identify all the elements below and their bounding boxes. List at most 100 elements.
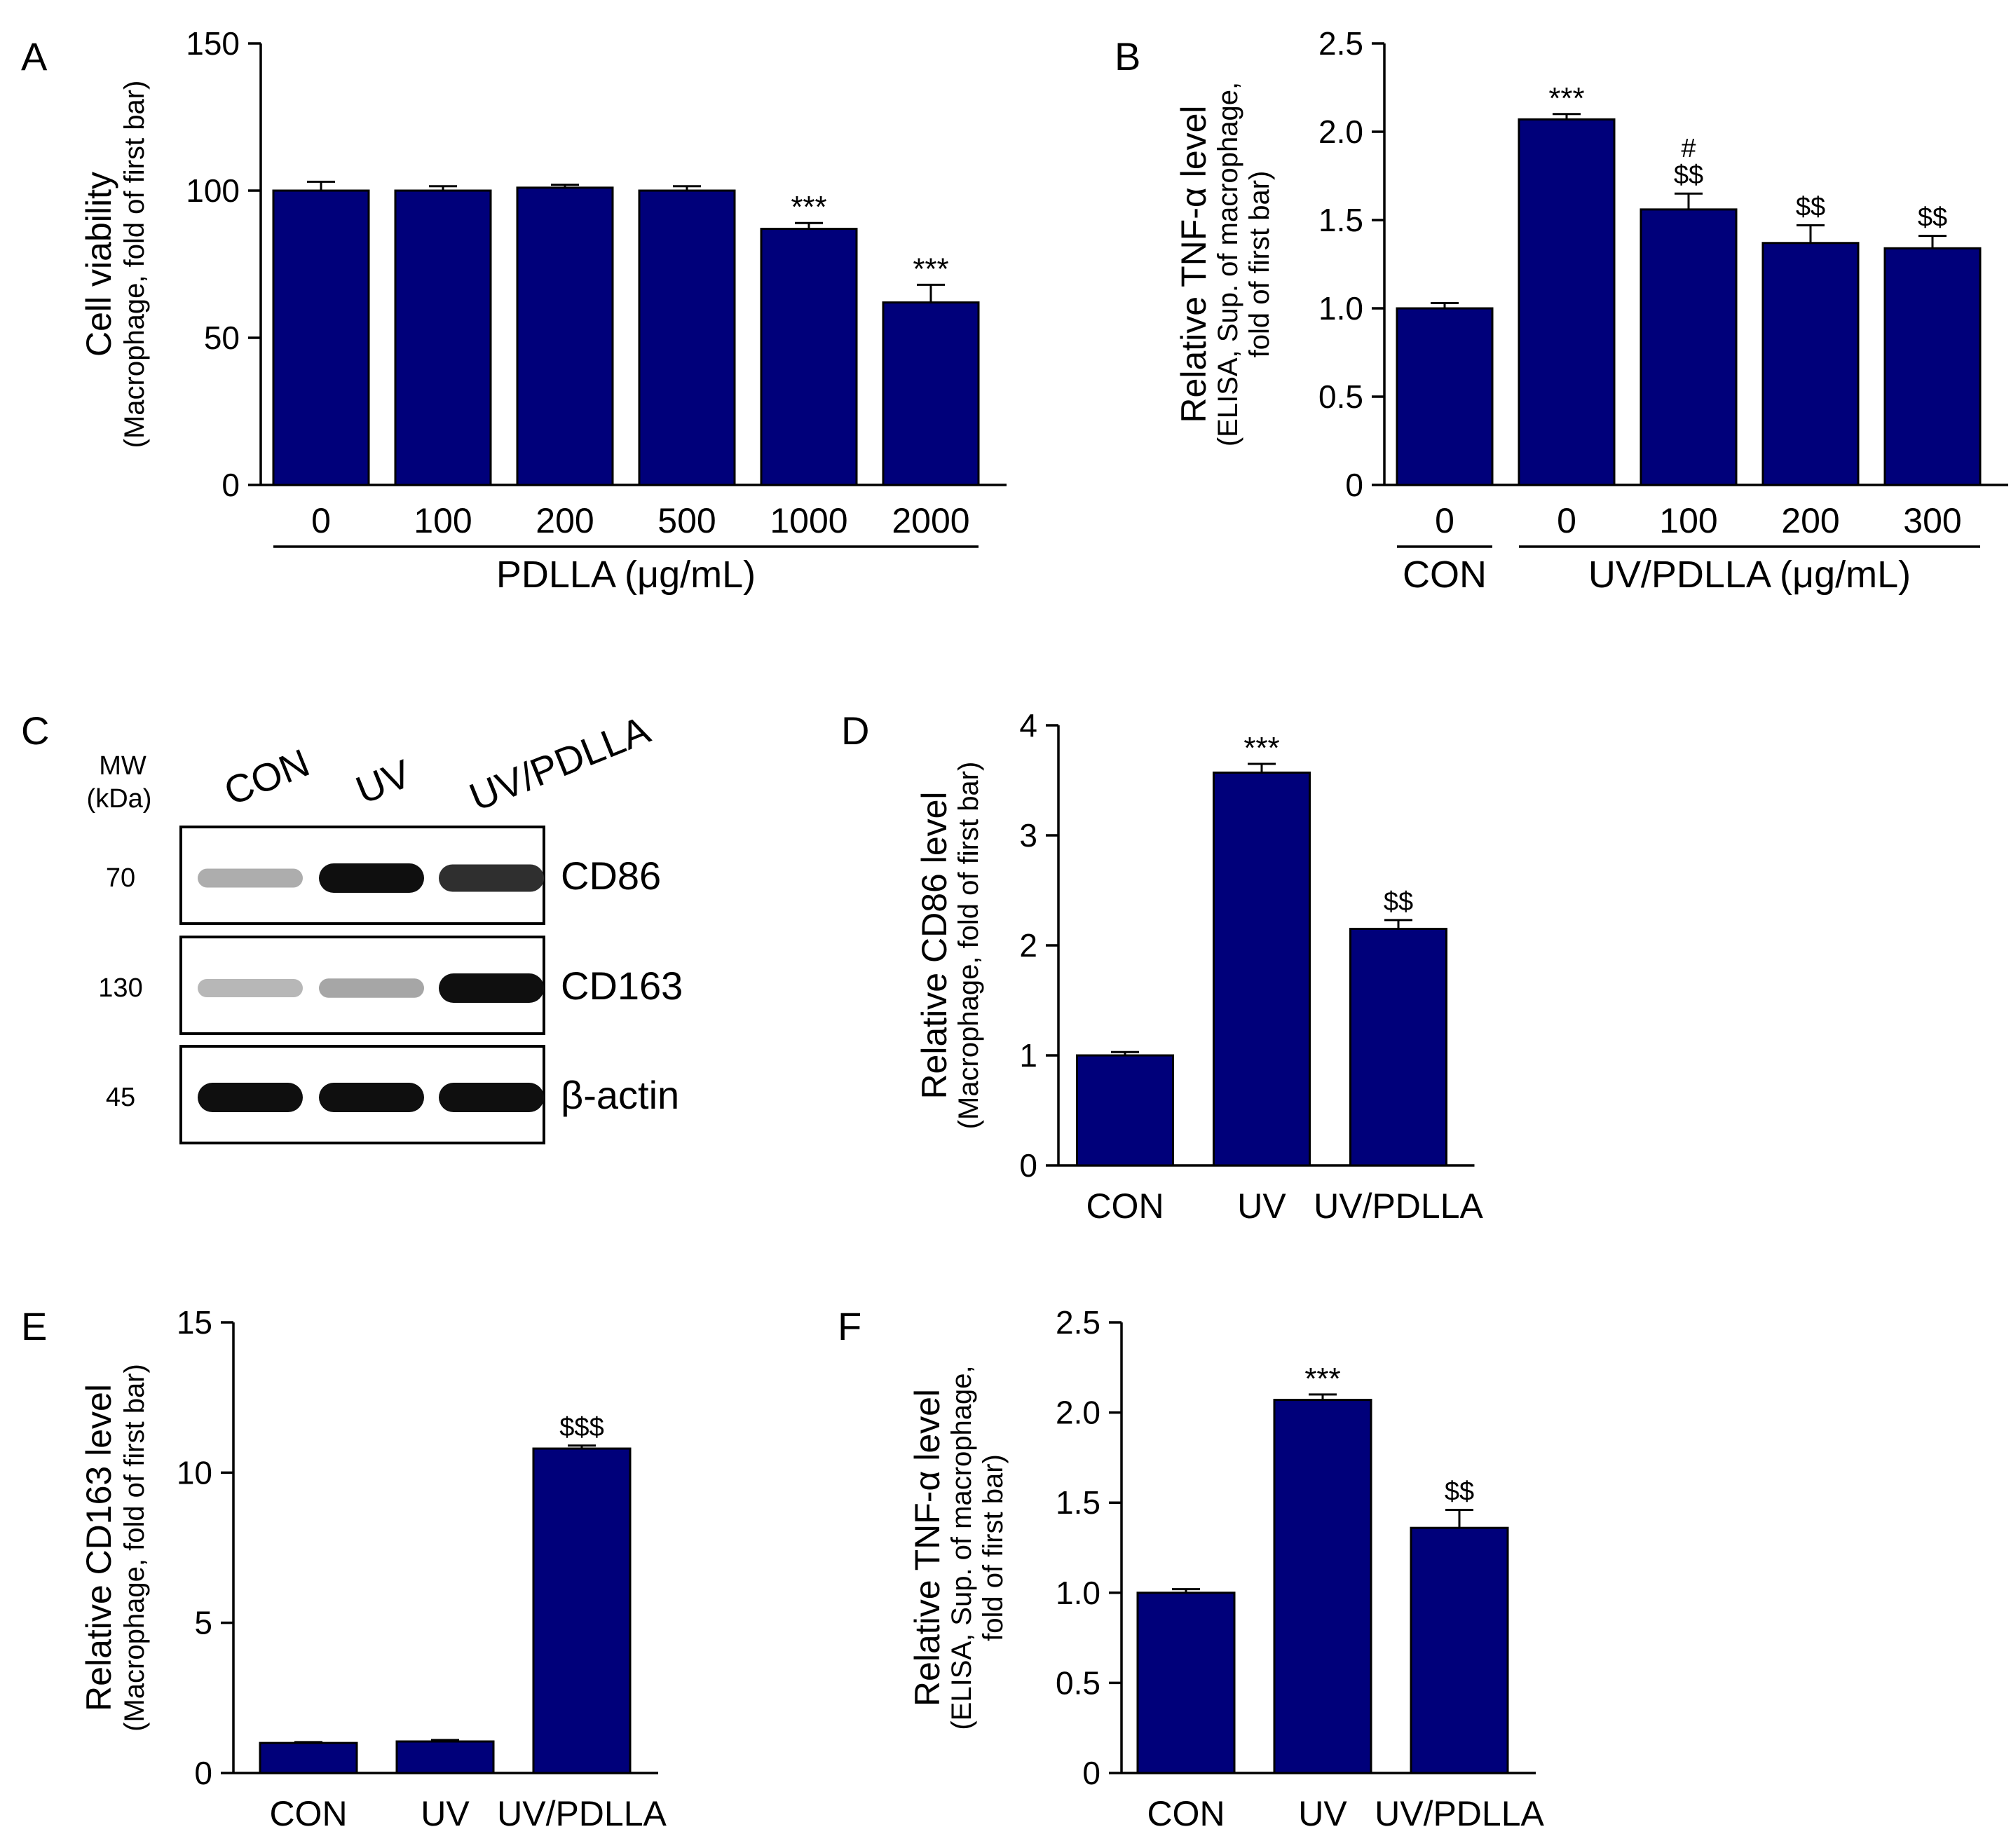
significance-label: *** — [1304, 1362, 1340, 1396]
panel-letter: C — [21, 709, 49, 753]
x-tick-label: 0 — [1557, 501, 1576, 540]
mw-marker: 130 — [98, 973, 142, 1003]
bar — [272, 189, 370, 486]
bar — [638, 189, 736, 486]
significance-label: $$ — [1918, 203, 1947, 233]
y-axis-sublabel: (ELISA, Sup. of macrophage, — [1213, 82, 1243, 446]
y-tick-label: 50 — [204, 320, 240, 356]
blot-band — [319, 1083, 424, 1112]
x-tick-label: 0 — [1435, 501, 1454, 540]
x-tick-label: UV — [1237, 1186, 1286, 1226]
lane-label: UV — [350, 751, 417, 812]
x-tick-label: 1000 — [770, 501, 847, 540]
x-tick-label: 200 — [1781, 501, 1839, 540]
blot-band — [198, 868, 303, 888]
x-tick-label: CON — [269, 1794, 347, 1833]
y-tick-label: 0.5 — [1056, 1664, 1100, 1701]
y-tick-label: 1 — [1019, 1037, 1037, 1074]
x-tick-label: 200 — [536, 501, 594, 540]
chart-panel-F: F 0 0.5 1.0 1.5 2.0 2.5 Relative TNF-α level (EL… — [838, 1304, 1545, 1833]
protein-label: CD163 — [561, 964, 683, 1008]
bar — [532, 1447, 632, 1774]
y-tick-label: 100 — [186, 172, 240, 209]
y-axis-sublabel: fold of first bar) — [1244, 171, 1275, 358]
y-tick-label: 4 — [1019, 707, 1037, 744]
y-tick-label: 1.5 — [1056, 1484, 1100, 1521]
blot-band — [198, 1083, 303, 1112]
significance-label: $$ — [1384, 887, 1413, 917]
x-tick-label: 500 — [657, 501, 716, 540]
bar — [1273, 1399, 1372, 1774]
y-tick-label: 1.0 — [1318, 290, 1363, 327]
y-tick-label: 2.0 — [1056, 1395, 1100, 1431]
y-axis-sublabel: (Macrophage, fold of first bar) — [119, 1364, 150, 1732]
blot-band — [319, 863, 424, 893]
mw-header: (kDa) — [87, 784, 152, 814]
significance-label: # — [1681, 134, 1696, 163]
y-tick-label: 0 — [1345, 467, 1363, 503]
blot-band — [198, 979, 303, 997]
significance-label: *** — [791, 190, 826, 224]
significance-label: *** — [1243, 731, 1279, 765]
panel-letter: F — [838, 1304, 861, 1348]
panel-letter: B — [1114, 34, 1140, 78]
bar — [1761, 242, 1860, 486]
y-axis-label: Relative CD163 level — [79, 1384, 118, 1711]
bar — [395, 1740, 495, 1774]
y-tick-label: 10 — [177, 1454, 212, 1491]
chart-panel-A: A 0 50 100 150 Cell viability (Macrophage, fol… — [21, 25, 1007, 596]
y-tick-label: 0 — [1019, 1147, 1037, 1184]
mw-marker: 70 — [106, 863, 135, 893]
blot-band — [319, 978, 424, 998]
y-tick-label: 0 — [1082, 1755, 1100, 1791]
y-tick-label: 1.0 — [1056, 1575, 1100, 1611]
x-tick-label: UV — [1298, 1794, 1347, 1833]
x-tick-label: 100 — [1659, 501, 1717, 540]
panel-letter: D — [841, 709, 869, 753]
x-tick-label: 0 — [311, 501, 331, 540]
bar — [1396, 307, 1494, 486]
significance-label: *** — [1548, 81, 1584, 116]
chart-panel-E: E 0 5 10 15 Relative CD163 level (Macrophage, … — [21, 1304, 667, 1833]
x-tick-label: CON — [1086, 1186, 1164, 1226]
bar — [1136, 1592, 1236, 1774]
y-axis-sublabel: (Macrophage, fold of first bar) — [953, 762, 984, 1130]
x-tick-label: 2000 — [892, 501, 969, 540]
significance-label: $$ — [1796, 193, 1825, 222]
bar — [1640, 208, 1738, 486]
mw-marker: 45 — [106, 1083, 135, 1112]
bar — [1076, 1054, 1174, 1167]
mw-header: MW — [99, 751, 146, 781]
significance-label: $$ — [1674, 160, 1703, 190]
y-tick-label: 2 — [1019, 927, 1037, 964]
panel-letter: A — [21, 34, 48, 78]
bar — [1213, 772, 1311, 1167]
panel-letter: E — [21, 1304, 47, 1348]
y-axis-label: Cell viability — [79, 172, 118, 357]
x-tick-label: UV/PDLLA — [1314, 1186, 1483, 1226]
protein-label: CD86 — [561, 854, 661, 898]
bar — [1410, 1526, 1509, 1774]
y-tick-label: 2.0 — [1318, 114, 1363, 150]
y-tick-label: 5 — [194, 1605, 212, 1641]
bar — [760, 228, 858, 486]
y-axis-label: Relative CD86 level — [915, 791, 954, 1099]
y-tick-label: 0 — [221, 467, 240, 503]
y-tick-label: 15 — [177, 1304, 212, 1341]
significance-label: $$ — [1445, 1477, 1474, 1506]
x-tick-label: 100 — [414, 501, 472, 540]
blot-panel-C: C MW(kDa) CON UV UV/PDLLA 70 CD86 130 CD163 45 β-a… — [21, 707, 683, 1144]
bar — [1349, 927, 1447, 1167]
bar — [259, 1741, 358, 1774]
y-tick-label: 1.5 — [1318, 202, 1363, 238]
lane-label: UV/PDLLA — [463, 707, 656, 819]
protein-label: β-actin — [561, 1073, 679, 1117]
y-tick-label: 2.5 — [1056, 1304, 1100, 1341]
group-label: UV/PDLLA (μg/mL) — [1588, 554, 1911, 596]
bar — [1883, 247, 1982, 486]
y-tick-label: 3 — [1019, 817, 1037, 854]
x-tick-label: UV — [421, 1794, 470, 1833]
chart-panel-B: B 0 0.5 1.0 1.5 2.0 2.5 Relative TNF-α level (EL… — [1114, 25, 2008, 596]
bar — [882, 301, 980, 486]
